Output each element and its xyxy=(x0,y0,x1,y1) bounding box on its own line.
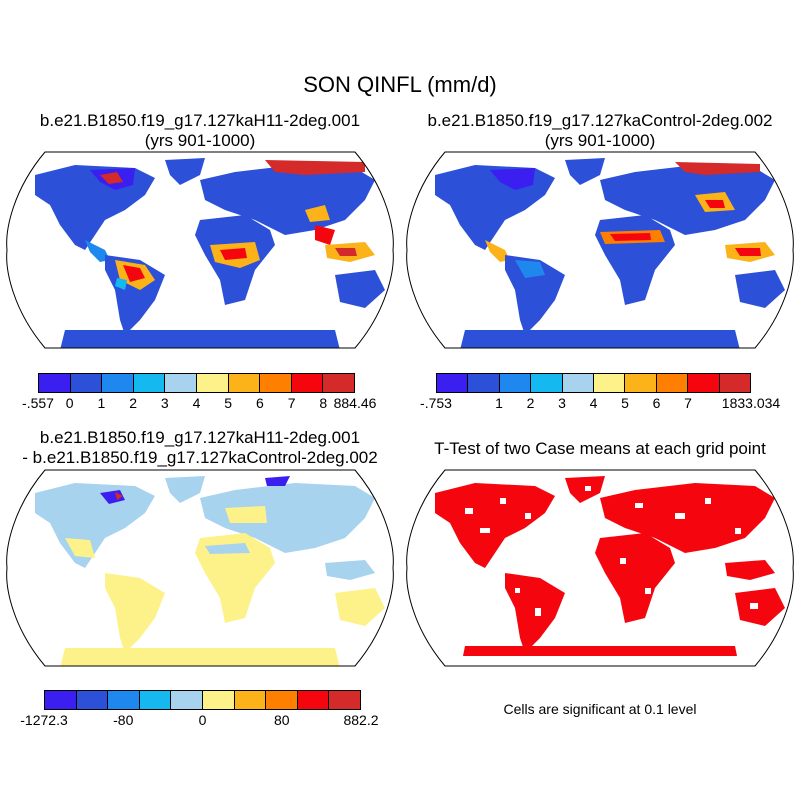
panel4-title-line1: T-Test of two Case means at each grid po… xyxy=(434,439,766,458)
figure-title: SON QINFL (mm/d) xyxy=(303,72,497,97)
colorbar-tick-label: -.753 xyxy=(420,395,452,411)
colorbar-tick-label: -.557 xyxy=(22,395,54,411)
colorbar-swatch xyxy=(625,374,657,392)
panel2-title-line1: b.e21.B1850.f19_g17.127kaControl-2deg.00… xyxy=(427,111,773,130)
panel3-title-line1: b.e21.B1850.f19_g17.127kaH11-2deg.001 xyxy=(39,428,361,447)
colorbar-difference xyxy=(44,690,361,710)
colorbar-tick-label: 2 xyxy=(129,395,137,411)
colorbar-swatch xyxy=(688,374,720,392)
colorbar-swatch xyxy=(39,374,71,392)
colorbar-swatch xyxy=(323,374,354,392)
colorbar-swatch xyxy=(562,374,595,392)
colorbar-swatch xyxy=(329,691,360,709)
colorbar-tick-label: 0 xyxy=(198,712,207,728)
colorbar-swatch xyxy=(234,691,267,709)
colorbar-swatch xyxy=(468,374,500,392)
panel3-title-line2: - b.e21.B1850.f19_g17.127kaControl-2deg.… xyxy=(22,448,378,467)
colorbar-tick-label: 3 xyxy=(160,395,169,411)
colorbar-tick-label: -80 xyxy=(113,712,134,728)
colorbar-swatch xyxy=(139,691,172,709)
map-control xyxy=(406,151,794,349)
colorbar-swatch xyxy=(291,374,324,392)
panel1-title-line2: (yrs 901-1000) xyxy=(144,131,256,150)
colorbar-swatch xyxy=(202,691,235,709)
colorbar-tick-label: 0 xyxy=(65,395,74,411)
colorbar-swatch xyxy=(171,691,203,709)
colorbar-swatch xyxy=(260,374,292,392)
colorbar-swatch xyxy=(108,691,140,709)
colorbar-tick-label: 6 xyxy=(255,395,264,411)
colorbar-swatch xyxy=(266,691,298,709)
panel1-title: b.e21.B1850.f19_g17.127kaH11-2deg.001 (y… xyxy=(0,111,400,151)
colorbar-tick-label: 1 xyxy=(495,395,503,411)
panel1-title-line1: b.e21.B1850.f19_g17.127kaH11-2deg.001 xyxy=(39,111,361,130)
colorbar-swatch xyxy=(196,374,229,392)
colorbar-swatch xyxy=(165,374,197,392)
colorbar-tick-label: 1 xyxy=(97,395,106,411)
colorbar-tick-label: 2 xyxy=(526,395,535,411)
colorbar-tick-label: 882.2 xyxy=(343,712,379,728)
map-difference xyxy=(6,469,394,667)
colorbar-tick-label: 884.46 xyxy=(333,395,377,411)
colorbar-swatch xyxy=(45,691,77,709)
colorbar-swatch xyxy=(133,374,166,392)
panel2-title-line2: (yrs 901-1000) xyxy=(544,131,656,150)
colorbar-swatch xyxy=(102,374,134,392)
colorbar-tick-label: 4 xyxy=(192,395,201,411)
map-ttest xyxy=(406,469,794,667)
map-h11 xyxy=(6,151,394,349)
panel2-title: b.e21.B1850.f19_g17.127kaControl-2deg.00… xyxy=(400,111,800,151)
colorbar-swatch xyxy=(76,691,109,709)
colorbar-swatch xyxy=(437,374,469,392)
colorbar-swatch xyxy=(499,374,532,392)
colorbar-tick-label: 8 xyxy=(319,395,328,411)
colorbar-swatch xyxy=(531,374,563,392)
colorbar-swatch xyxy=(594,374,626,392)
significance-note: Cells are significant at 0.1 level xyxy=(503,701,697,717)
colorbar-control xyxy=(436,373,751,393)
colorbar-tick-label: 4 xyxy=(589,395,598,411)
colorbar-tick-label: -1272.3 xyxy=(20,712,68,728)
colorbar-tick-label: 80 xyxy=(273,712,290,728)
colorbar-tick-label: 1833.034 xyxy=(721,395,781,411)
colorbar-swatch xyxy=(297,691,330,709)
colorbar-tick-label: 5 xyxy=(621,395,629,411)
colorbar-swatch xyxy=(656,374,689,392)
colorbar-tick-label: 6 xyxy=(652,395,661,411)
colorbar-swatch xyxy=(719,374,751,392)
colorbar-swatch xyxy=(228,374,261,392)
panel3-title: b.e21.B1850.f19_g17.127kaH11-2deg.001 - … xyxy=(0,428,400,468)
colorbar-tick-label: 7 xyxy=(684,395,692,411)
colorbar-swatch xyxy=(70,374,103,392)
colorbar-tick-label: 7 xyxy=(287,395,296,411)
colorbar-h11 xyxy=(38,373,355,393)
panel4-title: T-Test of two Case means at each grid po… xyxy=(400,439,800,459)
colorbar-tick-label: 3 xyxy=(558,395,566,411)
colorbar-tick-label: 5 xyxy=(224,395,233,411)
